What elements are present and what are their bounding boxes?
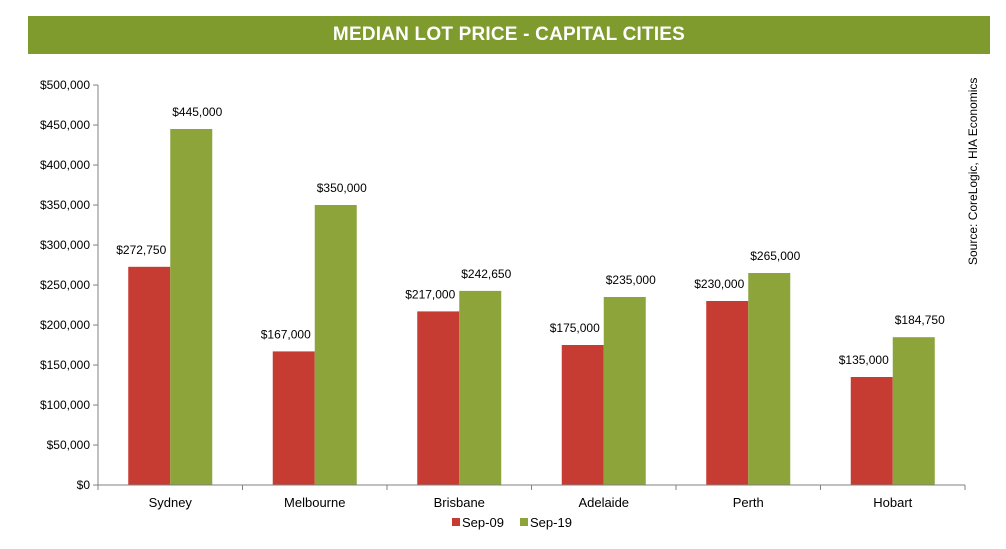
data-label: $175,000 xyxy=(550,321,600,335)
bar-sep09 xyxy=(417,311,460,485)
bar-sep09 xyxy=(706,301,749,485)
bar-sep09 xyxy=(850,377,893,485)
legend: Sep-09 Sep-19 xyxy=(452,515,572,530)
y-tick-label: $50,000 xyxy=(47,438,91,452)
bars xyxy=(128,129,935,485)
y-tick-label: $450,000 xyxy=(40,118,90,132)
data-label: $235,000 xyxy=(606,273,656,287)
x-category-label: Sydney xyxy=(149,495,193,510)
data-label: $265,000 xyxy=(750,249,800,263)
y-tick-label: $350,000 xyxy=(40,198,90,212)
data-labels: $272,750 $445,000 $167,000 $350,000 $217,000… xyxy=(116,105,945,367)
data-label: $445,000 xyxy=(172,105,222,119)
bar-sep19 xyxy=(748,273,791,485)
y-tick-label: $150,000 xyxy=(40,358,90,372)
x-category-label: Adelaide xyxy=(578,495,629,510)
source-note: Source: CoreLogic, HIA Economics xyxy=(966,78,980,265)
y-tick-label: $400,000 xyxy=(40,158,90,172)
chart-title: MEDIAN LOT PRICE - CAPITAL CITIES xyxy=(28,16,990,54)
data-label: $350,000 xyxy=(317,181,367,195)
bar-sep09 xyxy=(272,351,315,485)
bar-sep09 xyxy=(561,345,604,485)
x-category-label: Hobart xyxy=(873,495,912,510)
y-tick-label: $500,000 xyxy=(40,78,90,92)
y-tick-label: $100,000 xyxy=(40,398,90,412)
data-label: $242,650 xyxy=(461,267,511,281)
legend-swatch xyxy=(452,518,460,526)
bar-sep19 xyxy=(314,205,357,485)
bar-sep09 xyxy=(128,266,171,485)
data-label: $217,000 xyxy=(405,287,455,301)
x-category-label: Brisbane xyxy=(434,495,485,510)
data-label: $230,000 xyxy=(694,277,744,291)
y-axis: $0 $50,000 $100,000 $150,000 $200,000 $250,00… xyxy=(40,78,99,492)
legend-swatch xyxy=(520,518,528,526)
x-category-label: Perth xyxy=(733,495,764,510)
x-category-label: Melbourne xyxy=(284,495,345,510)
data-label: $272,750 xyxy=(116,243,166,257)
bar-sep19 xyxy=(892,337,935,485)
bar-sep19 xyxy=(603,297,646,485)
data-label: $184,750 xyxy=(895,313,945,327)
y-tick-label: $250,000 xyxy=(40,278,90,292)
x-axis: Sydney Melbourne Brisbane Adelaide Perth Hoba… xyxy=(97,484,966,510)
legend-label: Sep-09 xyxy=(462,515,504,530)
bar-sep19 xyxy=(170,129,213,485)
y-tick-label: $200,000 xyxy=(40,318,90,332)
bar-sep19 xyxy=(459,290,502,485)
data-label: $135,000 xyxy=(839,353,889,367)
y-tick-label: $0 xyxy=(77,478,91,492)
legend-label: Sep-19 xyxy=(530,515,572,530)
data-label: $167,000 xyxy=(261,327,311,341)
y-tick-label: $300,000 xyxy=(40,238,90,252)
